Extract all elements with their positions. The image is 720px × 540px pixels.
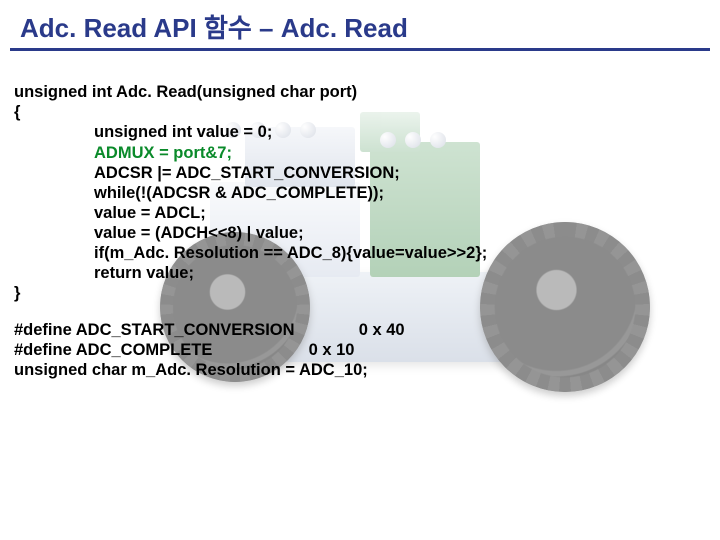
slide-title: Adc. Read API 함수 – Adc. Read <box>20 8 408 45</box>
code-line: value = (ADCH<<8) | value; <box>94 223 487 243</box>
define-line: #define ADC_START_CONVERSION 0 x 40 <box>14 321 405 339</box>
defines-listing: #define ADC_START_CONVERSION 0 x 40 #def… <box>14 300 405 401</box>
title-divider <box>10 48 710 51</box>
define-line: unsigned char m_Adc. Resolution = ADC_10… <box>14 361 368 379</box>
code-line: while(!(ADCSR & ADC_COMPLETE)); <box>94 183 487 203</box>
code-line: return value; <box>94 263 487 283</box>
code-line: if(m_Adc. Resolution == ADC_8){value=val… <box>94 243 487 263</box>
code-line: ADCSR |= ADC_START_CONVERSION; <box>94 163 487 183</box>
define-line: #define ADC_COMPLETE 0 x 10 <box>14 341 354 359</box>
code-listing: unsigned int Adc. Read(unsigned char por… <box>14 62 487 324</box>
code-line-highlight: ADMUX = port&7; <box>94 143 487 163</box>
code-line: value = ADCL; <box>94 203 487 223</box>
code-brace-open: { <box>14 103 20 121</box>
code-line: unsigned int value = 0; <box>94 122 487 142</box>
code-signature: unsigned int Adc. Read(unsigned char por… <box>14 83 357 101</box>
